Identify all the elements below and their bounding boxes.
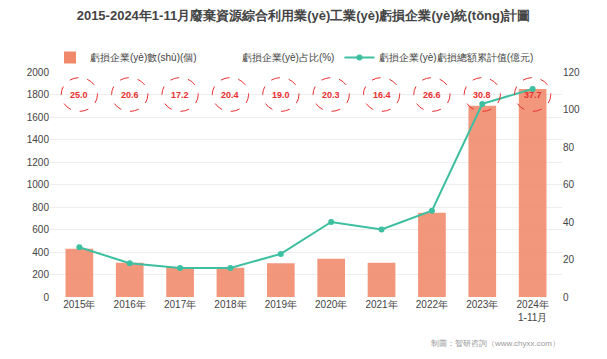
svg-text:0: 0: [43, 292, 49, 303]
svg-text:1400: 1400: [27, 134, 50, 145]
svg-text:19.0: 19.0: [272, 90, 290, 100]
svg-text:2020年: 2020年: [315, 299, 347, 310]
svg-text:制圖：智研咨詢（www.chyxx.com）: 制圖：智研咨詢（www.chyxx.com）: [431, 339, 560, 348]
svg-text:120: 120: [563, 67, 580, 78]
svg-text:虧損企業(yè)虧損總額累計值(億元): 虧損企業(yè)虧損總額累計值(億元): [379, 52, 533, 63]
svg-text:2022年: 2022年: [416, 299, 448, 310]
svg-text:100: 100: [563, 104, 580, 115]
svg-text:60: 60: [563, 179, 575, 190]
svg-text:1200: 1200: [27, 157, 50, 168]
svg-text:1600: 1600: [27, 112, 50, 123]
svg-text:2000: 2000: [27, 67, 50, 78]
svg-text:20.6: 20.6: [121, 90, 139, 100]
svg-text:400: 400: [32, 247, 49, 258]
svg-text:2015-2024年1-11月廢棄資源綜合利用業(yè)工業: 2015-2024年1-11月廢棄資源綜合利用業(yè)工業(yè)虧損企業(y…: [77, 8, 531, 23]
svg-text:600: 600: [32, 224, 49, 235]
svg-text:16.4: 16.4: [373, 90, 391, 100]
svg-text:虧損企業(yè)數(shù)(個): 虧損企業(yè)數(shù)(個): [90, 52, 197, 63]
svg-text:20: 20: [563, 254, 575, 265]
svg-text:80: 80: [563, 142, 575, 153]
svg-text:800: 800: [32, 202, 49, 213]
svg-text:200: 200: [32, 269, 49, 280]
svg-text:2019年: 2019年: [265, 299, 297, 310]
svg-text:25.0: 25.0: [70, 90, 88, 100]
svg-text:20.4: 20.4: [221, 90, 239, 100]
svg-text:2015年: 2015年: [63, 299, 95, 310]
svg-text:2016年: 2016年: [114, 299, 146, 310]
svg-text:2018年: 2018年: [214, 299, 246, 310]
svg-text:2023年: 2023年: [466, 299, 498, 310]
svg-text:2021年: 2021年: [365, 299, 397, 310]
svg-text:2017年: 2017年: [164, 299, 196, 310]
svg-text:1000: 1000: [27, 179, 50, 190]
svg-text:虧損企業(yè)占比(%): 虧損企業(yè)占比(%): [242, 52, 335, 63]
svg-text:0: 0: [563, 292, 569, 303]
svg-text:26.6: 26.6: [423, 90, 441, 100]
svg-text:40: 40: [563, 217, 575, 228]
svg-text:30.8: 30.8: [473, 90, 491, 100]
svg-text:37.7: 37.7: [524, 90, 542, 100]
svg-text:20.3: 20.3: [322, 90, 340, 100]
svg-text:17.2: 17.2: [171, 90, 189, 100]
svg-text:2024年1-11月: 2024年1-11月: [517, 299, 549, 323]
svg-text:1800: 1800: [27, 89, 50, 100]
